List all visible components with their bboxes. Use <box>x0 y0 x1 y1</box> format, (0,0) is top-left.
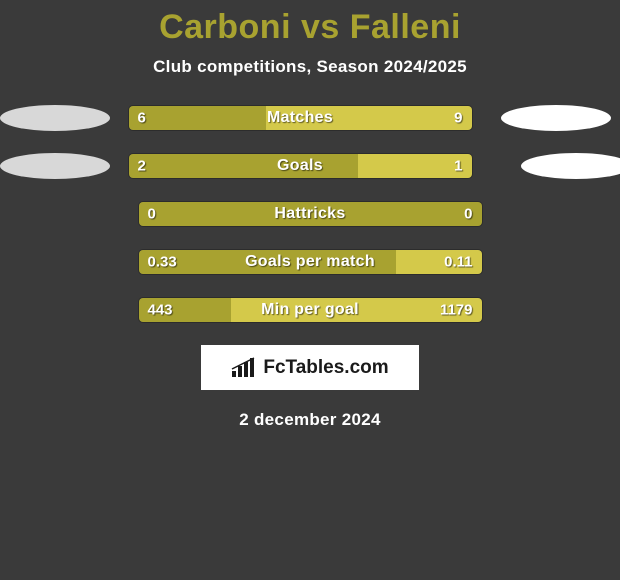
page-title: Carboni vs Falleni <box>0 8 620 47</box>
stat-row: 443 Min per goal 1179 <box>0 297 620 323</box>
stat-row: 2 Goals 1 <box>0 153 620 179</box>
stat-value-left: 0.33 <box>148 254 177 271</box>
fctables-logo[interactable]: FcTables.com <box>201 345 419 390</box>
stat-value-right: 1 <box>454 158 462 175</box>
stat-value-right: 1179 <box>440 302 473 319</box>
stat-label: Goals per match <box>245 253 375 271</box>
player-badge-right <box>501 105 611 131</box>
stat-value-right: 9 <box>454 110 462 127</box>
stat-bar: 2 Goals 1 <box>128 153 473 179</box>
bar-segment-left <box>129 154 359 178</box>
stat-label: Goals <box>277 157 323 175</box>
player-badge-right <box>521 153 620 179</box>
bar-segment-left <box>129 106 266 130</box>
bar-chart-icon <box>231 357 257 379</box>
comparison-widget: Carboni vs Falleni Club competitions, Se… <box>0 0 620 430</box>
stat-value-left: 6 <box>138 110 146 127</box>
stat-label: Matches <box>267 109 333 127</box>
subtitle: Club competitions, Season 2024/2025 <box>0 57 620 77</box>
stat-row: 6 Matches 9 <box>0 105 620 131</box>
stat-value-right: 0.11 <box>444 254 472 271</box>
snapshot-date: 2 december 2024 <box>0 410 620 430</box>
stat-bar: 0.33 Goals per match 0.11 <box>138 249 483 275</box>
stat-value-left: 443 <box>148 302 173 319</box>
logo-text: FcTables.com <box>263 357 388 379</box>
player-badge-left <box>0 153 110 179</box>
stats-list: 6 Matches 9 2 Goals 1 0 Hattricks 0 0.33 Goals per… <box>0 105 620 323</box>
stat-bar: 443 Min per goal 1179 <box>138 297 483 323</box>
stat-value-left: 0 <box>148 206 156 223</box>
stat-bar: 0 Hattricks 0 <box>138 201 483 227</box>
stat-label: Min per goal <box>261 301 359 319</box>
stat-label: Hattricks <box>274 205 345 223</box>
stat-bar: 6 Matches 9 <box>128 105 473 131</box>
stat-row: 0 Hattricks 0 <box>0 201 620 227</box>
stat-value-right: 0 <box>464 206 472 223</box>
stat-value-left: 2 <box>138 158 146 175</box>
stat-row: 0.33 Goals per match 0.11 <box>0 249 620 275</box>
player-badge-left <box>0 105 110 131</box>
